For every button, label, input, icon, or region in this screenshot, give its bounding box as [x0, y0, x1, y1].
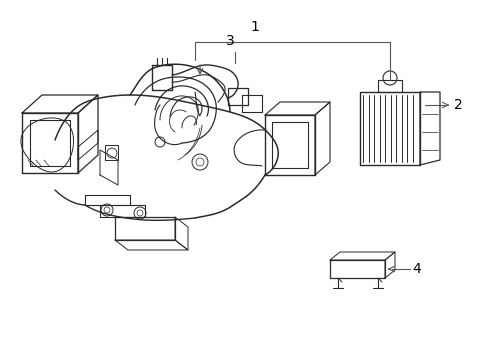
Text: 4: 4 — [411, 262, 420, 276]
Text: 3: 3 — [225, 34, 234, 48]
Text: 1: 1 — [250, 20, 259, 34]
Text: 2: 2 — [453, 98, 462, 112]
